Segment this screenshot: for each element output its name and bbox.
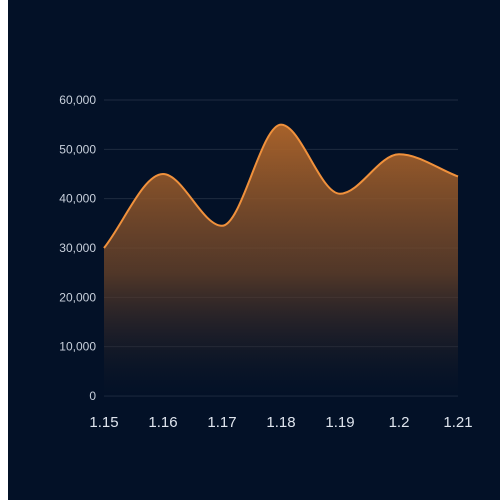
y-tick-label: 0 (89, 389, 96, 403)
y-axis: 0 10,000 20,000 30,000 40,000 50,000 60,000 (59, 93, 96, 403)
area-fill (104, 124, 458, 396)
x-tick-label: 1.2 (389, 414, 410, 431)
y-tick-label: 50,000 (59, 142, 96, 156)
x-tick-label: 1.19 (325, 414, 354, 431)
y-tick-label: 20,000 (59, 290, 96, 304)
y-tick-label: 10,000 (59, 340, 96, 354)
x-tick-label: 1.16 (148, 414, 177, 431)
x-tick-label: 1.18 (266, 414, 295, 431)
x-axis: 1.15 1.16 1.17 1.18 1.19 1.2 1.21 (89, 414, 472, 431)
x-tick-label: 1.15 (89, 414, 118, 431)
series-line (103, 123, 459, 249)
x-tick-label: 1.17 (207, 414, 236, 431)
y-tick-label: 60,000 (59, 93, 96, 107)
y-tick-label: 40,000 (59, 192, 96, 206)
y-tick-label: 30,000 (59, 241, 96, 255)
x-tick-label: 1.21 (443, 414, 472, 431)
